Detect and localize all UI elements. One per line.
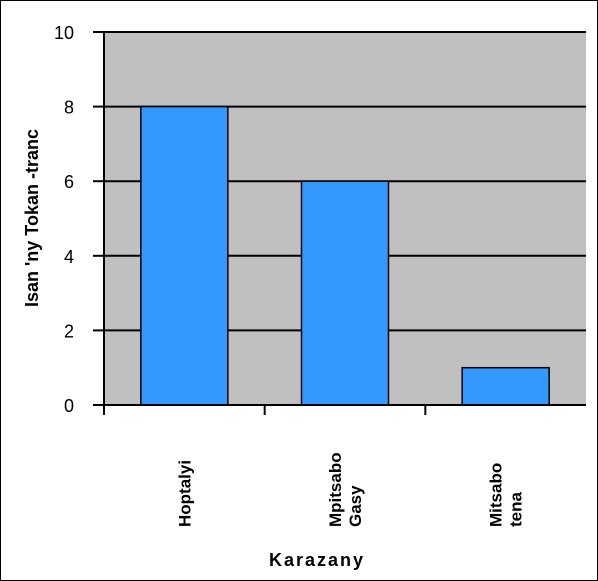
bar: [461, 366, 550, 406]
x-category-label: Mitsabo: [487, 463, 506, 527]
bar: [300, 180, 390, 406]
y-tick-label: 10: [54, 23, 74, 43]
y-tick-label: 2: [64, 321, 74, 341]
y-tick-labels: 0 2 4 6 8 10: [54, 23, 74, 416]
axes: [93, 31, 586, 415]
x-category-label: Mpitsabo: [326, 452, 345, 527]
y-axis-label: Isan 'ny Tokan -tranc: [22, 129, 42, 307]
x-category-label: tena: [507, 492, 526, 528]
bar: [140, 105, 229, 406]
y-tick-label: 8: [64, 98, 74, 118]
bars: [140, 105, 550, 406]
y-tick-label: 0: [64, 396, 74, 416]
y-tick-label: 6: [64, 172, 74, 192]
x-category-label: Gasy: [346, 485, 365, 527]
x-axis-label: Karazany: [269, 550, 365, 570]
y-tick-label: 4: [64, 247, 74, 267]
x-category-labels: Hoptalyi Mpitsabo Gasy Mitsabo tena: [175, 452, 525, 527]
x-category-label: Hoptalyi: [175, 460, 194, 527]
